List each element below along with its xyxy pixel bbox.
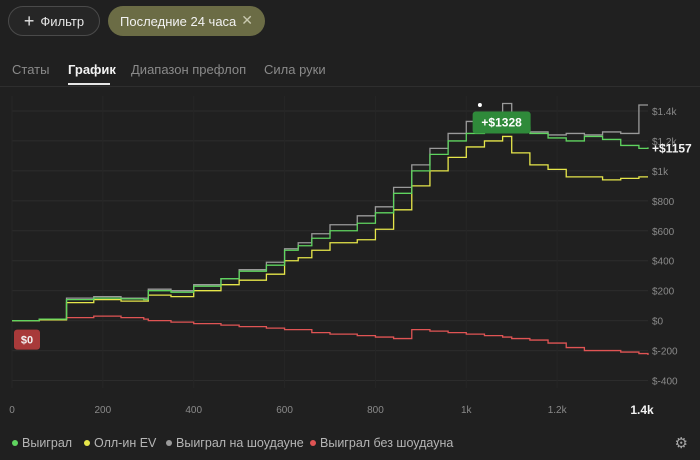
tab-bar: Статы График Диапазон префлоп Сила руки [0, 58, 700, 87]
toolbar: + Фильтр Последние 24 часа ✕ [0, 0, 700, 44]
y-tick-label: $-400 [652, 377, 678, 388]
date-range-chip[interactable]: Последние 24 часа ✕ [108, 6, 265, 36]
x-tick-label: 200 [95, 405, 112, 416]
x-tick-label: 600 [276, 405, 293, 416]
y-tick-label: $-200 [652, 347, 678, 358]
legend-label: Выиграл без шоудауна [320, 436, 454, 450]
x-tick-label: 800 [367, 405, 384, 416]
series-line [12, 102, 648, 322]
y-tick-label: $1.2k [652, 137, 677, 148]
y-tick-label: $400 [652, 257, 675, 268]
end-label: +$1157 [652, 141, 692, 155]
x-tick-label: 1.2k [548, 405, 568, 416]
y-tick-label: $1k [652, 167, 669, 178]
legend-item-non-showdown[interactable]: Выиграл без шоудауна [310, 436, 453, 450]
chart-area: $1.4k $1.2k $1k $800 $600 $400 $200 $0 $-200 $-40… [0, 88, 700, 428]
peak-badge [472, 111, 531, 134]
legend-label: Выиграл [22, 436, 73, 450]
start-badge [14, 329, 40, 350]
peak-label: +$1328 [481, 115, 522, 129]
results-chart: $1.4k $1.2k $1k $800 $600 $400 $200 $0 $-200 $-40… [9, 96, 692, 417]
x-tick-label: 1k [461, 405, 473, 416]
active-tab-underline [68, 83, 110, 85]
date-range-chip-label: Последние 24 часа [120, 13, 237, 29]
y-tick-label: $0 [652, 317, 664, 328]
y-tick-label: $1.4k [652, 107, 677, 118]
legend-item-showdown[interactable]: Выиграл на шоудауне [166, 436, 304, 450]
legend-item-allin-ev[interactable]: Олл-ин EV [84, 436, 156, 450]
legend: Выиграл Олл-ин EV Выиграл на шоудауне Вы… [0, 432, 700, 454]
legend-dot [166, 440, 172, 446]
filter-button-label: Фильтр [40, 13, 85, 29]
start-label: $0 [21, 335, 33, 347]
x-tick-label: 400 [185, 405, 202, 416]
legend-label: Выиграл на шоудауне [176, 436, 304, 450]
legend-label: Олл-ин EV [94, 436, 157, 450]
y-tick-label: $800 [652, 197, 675, 208]
x-end-label: 1.4k [630, 403, 654, 417]
y-tick-label: $200 [652, 287, 675, 298]
series-line [12, 315, 649, 356]
y-tick-label: $600 [652, 227, 675, 238]
tab-stats[interactable]: Статы [12, 62, 50, 77]
tab-hand-strength[interactable]: Сила руки [264, 62, 326, 77]
x-tick-label: 0 [9, 405, 15, 416]
series-line [12, 120, 649, 322]
close-icon[interactable]: ✕ [241, 12, 253, 28]
filter-button[interactable]: + Фильтр [8, 6, 100, 36]
legend-item-won[interactable]: Выиграл [12, 436, 72, 450]
gear-icon[interactable]: ⚙ [674, 435, 688, 452]
peak-dot [477, 102, 482, 107]
legend-dot [12, 440, 18, 446]
legend-dot [310, 440, 316, 446]
plus-icon: + [23, 11, 35, 31]
tab-graph[interactable]: График [68, 62, 116, 77]
legend-dot [84, 440, 90, 446]
tab-preflop-range[interactable]: Диапазон префлоп [131, 62, 247, 77]
